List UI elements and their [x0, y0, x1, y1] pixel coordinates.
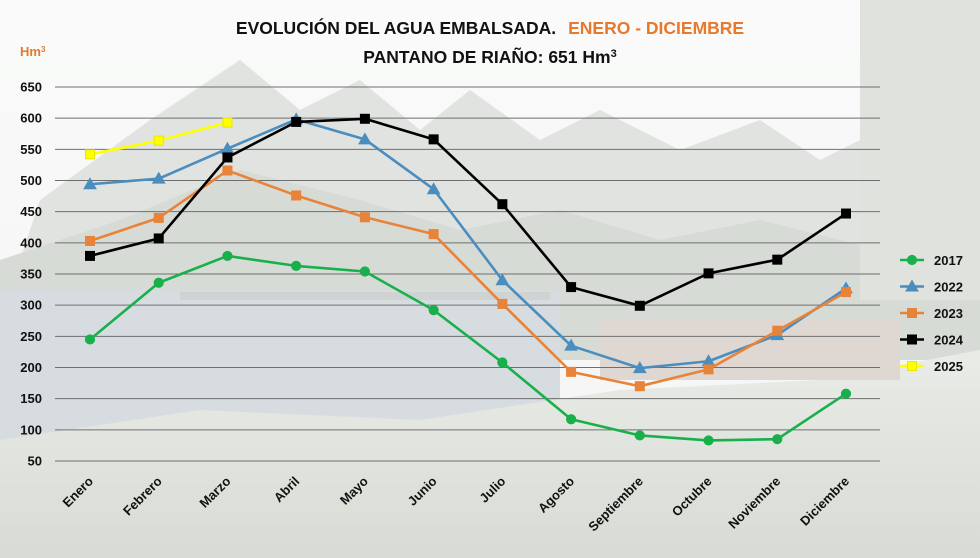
subtitle-sup: 3 [611, 48, 617, 60]
data-point [566, 366, 577, 377]
data-point [566, 282, 577, 293]
data-point [906, 254, 918, 266]
data-point [84, 334, 96, 345]
data-point [359, 113, 370, 124]
legend-item: 2024 [900, 333, 964, 348]
data-point [151, 171, 166, 184]
data-point [291, 260, 302, 271]
data-point [291, 116, 302, 127]
data-point [153, 135, 164, 146]
y-tick-label: 150 [20, 391, 42, 406]
data-point [840, 388, 852, 399]
data-point [359, 212, 370, 223]
series [83, 112, 853, 446]
y-tick-label: 250 [20, 329, 42, 344]
series-line [89, 117, 847, 308]
data-point [634, 430, 645, 441]
data-point [907, 361, 917, 371]
data-point [497, 298, 508, 309]
y-tick-label: 350 [20, 267, 42, 282]
legend-item: 2025 [900, 359, 963, 374]
legend-label: 2024 [934, 333, 964, 348]
y-tick-label: 450 [20, 204, 42, 219]
y-tick-label: 100 [20, 422, 42, 437]
legend-label: 2022 [934, 280, 963, 295]
y-tick-label: 400 [20, 235, 42, 250]
data-point [222, 152, 233, 163]
y-tick-label: 500 [20, 173, 42, 188]
series-line [89, 254, 847, 442]
data-point [428, 305, 439, 316]
data-point [703, 435, 714, 446]
legend-label: 2025 [934, 359, 963, 374]
chart-subtitle: PANTANO DE RIAÑO: 651 Hm3 [363, 46, 616, 67]
data-point [703, 364, 714, 375]
data-point [153, 212, 164, 223]
data-point [703, 268, 714, 279]
data-point [634, 300, 645, 311]
data-point [497, 357, 508, 368]
data-point [907, 334, 917, 345]
legend: 2017 2022 2023 2024 2025 [900, 253, 964, 374]
series-2025 [85, 117, 233, 160]
data-point [772, 254, 783, 265]
data-point [222, 117, 233, 128]
data-point [153, 277, 164, 288]
series-line [89, 169, 847, 388]
data-point [497, 199, 508, 210]
data-point [905, 279, 919, 292]
title-main: EVOLUCIÓN DEL AGUA EMBALSADA. [236, 17, 556, 38]
y-tick-label: 650 [20, 80, 42, 95]
data-point [565, 414, 577, 425]
svg-text:EVOLUCIÓN DEL AGUA EMBALSADA.E: EVOLUCIÓN DEL AGUA EMBALSADA. ENERO - DIC… [236, 17, 744, 38]
series-2024 [85, 113, 851, 311]
subtitle-text: PANTANO DE RIAÑO: 651 Hm [363, 46, 610, 67]
data-point [632, 361, 647, 374]
data-point [634, 381, 645, 392]
data-point [907, 308, 917, 318]
data-point [359, 266, 371, 277]
title-range: ENERO - DICIEMBRE [568, 18, 744, 38]
data-point [772, 325, 783, 336]
y-tick-label: 200 [20, 360, 42, 375]
data-point [428, 229, 439, 240]
data-point [85, 235, 95, 246]
legend-item: 2022 [900, 279, 963, 295]
y-tick-label: 550 [20, 142, 42, 157]
series-2017 [84, 250, 852, 446]
svg-text:PANTANO DE RIAÑO: 651 Hm3: PANTANO DE RIAÑO: 651 Hm3 [363, 46, 616, 67]
series-2023 [85, 165, 851, 392]
data-point [222, 165, 233, 176]
data-point [428, 134, 439, 145]
data-point [772, 434, 783, 445]
data-point [495, 273, 510, 286]
legend-item: 2017 [900, 253, 963, 268]
y-tick-label: 300 [20, 298, 42, 313]
data-point [85, 250, 95, 261]
legend-label: 2023 [934, 306, 963, 321]
data-point [564, 338, 578, 351]
data-point [291, 190, 302, 201]
data-point [85, 149, 95, 160]
series-2022 [83, 112, 853, 374]
y-tick-label: 600 [20, 111, 42, 126]
data-point [83, 177, 97, 190]
legend-item: 2023 [900, 306, 963, 321]
data-point [841, 287, 851, 298]
data-point [358, 132, 372, 145]
y-axis-label: Hm3 [20, 44, 46, 59]
data-point [841, 208, 851, 219]
data-point [153, 233, 164, 244]
data-point [426, 182, 441, 195]
chart-title: EVOLUCIÓN DEL AGUA EMBALSADA. ENERO - DIC… [236, 17, 744, 38]
legend-label: 2017 [934, 253, 963, 268]
data-point [222, 250, 233, 262]
y-tick-label: 50 [28, 454, 42, 469]
series-line [89, 118, 847, 370]
